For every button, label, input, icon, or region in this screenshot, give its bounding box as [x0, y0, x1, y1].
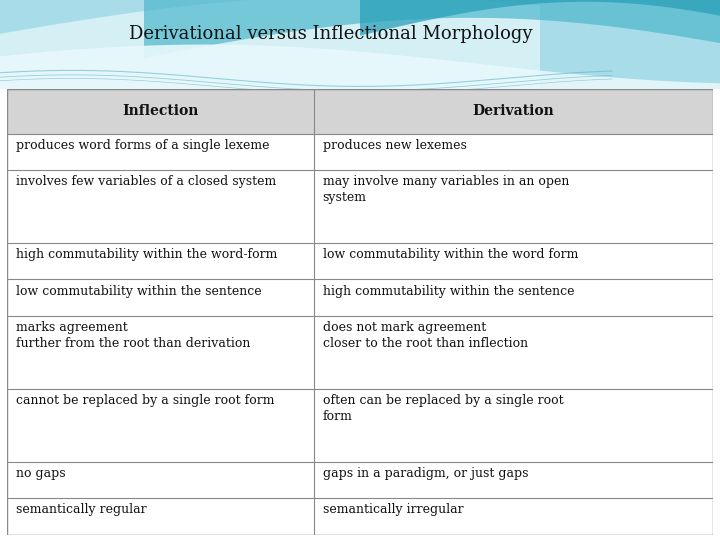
- Text: may involve many variables in an open
system: may involve many variables in an open sy…: [323, 176, 569, 205]
- Text: produces new lexemes: produces new lexemes: [323, 139, 467, 152]
- Polygon shape: [0, 0, 540, 98]
- Text: low commutability within the sentence: low commutability within the sentence: [16, 285, 261, 298]
- Text: high commutability within the sentence: high commutability within the sentence: [323, 285, 574, 298]
- Text: gaps in a paradigm, or just gaps: gaps in a paradigm, or just gaps: [323, 467, 528, 480]
- Polygon shape: [0, 45, 720, 98]
- Text: often can be replaced by a single root
form: often can be replaced by a single root f…: [323, 394, 563, 423]
- Text: no gaps: no gaps: [16, 467, 66, 480]
- Text: marks agreement
further from the root than derivation: marks agreement further from the root th…: [16, 321, 250, 350]
- Text: semantically regular: semantically regular: [16, 503, 146, 516]
- Polygon shape: [360, 0, 720, 36]
- Bar: [7, 89, 713, 134]
- Text: produces word forms of a single lexeme: produces word forms of a single lexeme: [16, 139, 269, 152]
- Polygon shape: [144, 0, 720, 58]
- Text: high commutability within the word-form: high commutability within the word-form: [16, 248, 277, 261]
- Text: involves few variables of a closed system: involves few variables of a closed syste…: [16, 176, 276, 188]
- Text: semantically irregular: semantically irregular: [323, 503, 463, 516]
- Text: Inflection: Inflection: [122, 104, 199, 118]
- Text: does not mark agreement
closer to the root than inflection: does not mark agreement closer to the ro…: [323, 321, 528, 350]
- Text: Derivational versus Inflectional Morphology: Derivational versus Inflectional Morphol…: [130, 25, 533, 43]
- Text: low commutability within the word form: low commutability within the word form: [323, 248, 578, 261]
- Text: Derivation: Derivation: [472, 104, 554, 118]
- Text: cannot be replaced by a single root form: cannot be replaced by a single root form: [16, 394, 274, 407]
